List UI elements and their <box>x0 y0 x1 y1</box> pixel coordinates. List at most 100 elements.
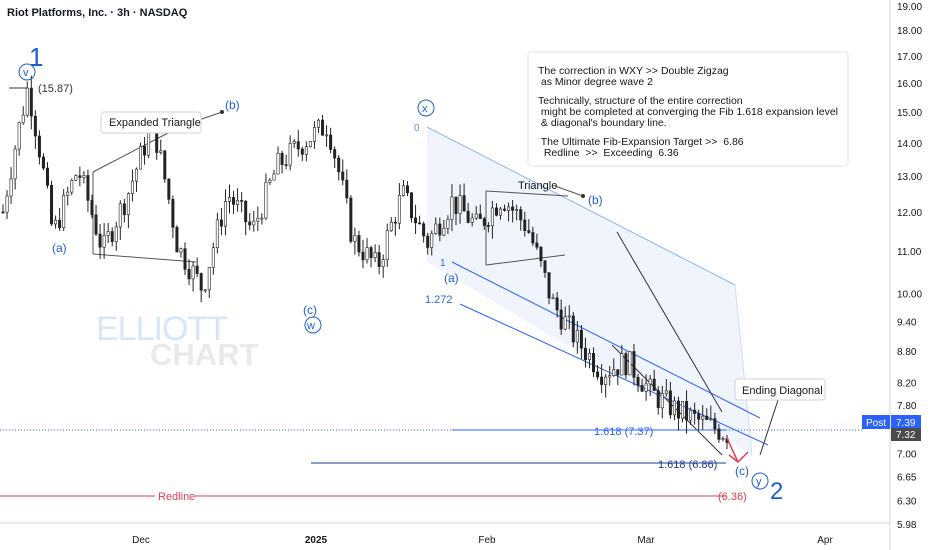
wave-y-circle <box>751 472 769 490</box>
candle-body <box>304 146 308 155</box>
price-axis-tick: 19.00 <box>897 2 922 13</box>
candle-body <box>697 413 701 420</box>
candle-body <box>260 217 264 220</box>
candle-body <box>555 297 559 311</box>
candle-body <box>21 114 25 123</box>
candle-body <box>163 150 167 180</box>
post-price-tag: 7.39 <box>896 418 916 429</box>
triangle-pointer <box>554 185 584 197</box>
redline-label: Redline <box>158 491 195 503</box>
time-axis-tick: Feb <box>478 535 496 546</box>
candle-body <box>401 185 405 196</box>
ending-diagonal-pointer <box>759 399 779 456</box>
price-axis-tick: 5.98 <box>897 520 917 531</box>
last-tag-bg <box>891 428 921 441</box>
time-axis-tick: Apr <box>817 535 833 546</box>
candle-body <box>672 400 676 416</box>
candle-body <box>300 148 304 155</box>
channel-right-line <box>734 284 753 456</box>
candle-body <box>656 390 660 409</box>
candle-body <box>519 209 523 221</box>
channel-upper-line <box>426 126 736 286</box>
candle-body <box>296 141 300 150</box>
price-axis-tick: 6.30 <box>897 497 917 508</box>
time-axis-tick: Mar <box>637 535 655 546</box>
candle-body <box>612 369 616 376</box>
wave-b1-label: (b) <box>225 98 240 112</box>
candle-body <box>640 385 644 392</box>
peak-price-label: (15.87) <box>38 83 73 95</box>
candle-body <box>430 233 434 248</box>
candle-body <box>652 378 656 391</box>
candle-body <box>288 142 292 166</box>
candle-body <box>62 194 66 229</box>
candle-body <box>664 390 668 394</box>
price-axis-tick: 13.00 <box>897 172 922 183</box>
time-axis-tick: Dec <box>132 535 150 546</box>
candle-body <box>498 208 502 216</box>
price-axis-tick: 18.00 <box>897 26 922 37</box>
fib-1618-686-label: 1.618 (6.86) <box>658 459 717 471</box>
expanded-triangle-line-2 <box>92 253 197 263</box>
candle-body <box>381 259 385 267</box>
candle-body <box>203 289 207 292</box>
candle-body <box>705 415 709 420</box>
candle-body <box>316 119 320 128</box>
price-candles <box>1 75 729 450</box>
triangle-text: Triangle <box>518 180 557 192</box>
price-axis-tick: 17.00 <box>897 52 922 63</box>
candle-body <box>45 167 49 186</box>
candle-body <box>272 173 276 181</box>
wave-v-label: v <box>23 67 29 79</box>
candle-body <box>551 297 555 300</box>
candle-body <box>575 329 579 343</box>
candle-body <box>74 175 78 181</box>
candle-body <box>264 181 268 219</box>
post-tag-label: Post <box>866 418 886 429</box>
channel-one-label: 1 <box>440 258 446 269</box>
candle-body <box>118 203 122 228</box>
candle-body <box>567 315 571 318</box>
wave-w-circle <box>304 316 322 334</box>
candle-body <box>668 390 672 416</box>
candle-body <box>66 191 70 196</box>
candle-body <box>410 192 414 219</box>
fib-636-label: (6.36) <box>718 491 747 503</box>
candle-body <box>608 375 612 378</box>
candle-body <box>628 351 632 376</box>
candle-body <box>292 141 296 144</box>
price-axis-tick: 15.00 <box>897 108 922 119</box>
price-axis-tick: 14.00 <box>897 139 922 150</box>
price-axis-tick: 9.40 <box>897 317 917 328</box>
candle-body <box>276 152 280 175</box>
note-line-7: Redline >> Exceeding 6.36 <box>538 147 679 159</box>
candle-body <box>689 409 693 421</box>
candle-body <box>147 130 151 156</box>
candle-body <box>308 141 312 148</box>
candle-body <box>5 195 9 213</box>
price-axis-tick: 8.20 <box>897 379 917 390</box>
candle-body <box>547 272 551 299</box>
candle-body <box>41 156 45 169</box>
candle-body <box>717 428 721 440</box>
candle-body <box>405 185 409 194</box>
candle-body <box>126 193 130 215</box>
candle-body <box>369 247 373 258</box>
candle-body <box>195 265 199 274</box>
candle-body <box>685 401 689 421</box>
candle-body <box>701 415 705 420</box>
candle-body <box>486 225 490 227</box>
wave-c1-label: (c) <box>303 303 317 317</box>
candle-body <box>482 218 486 226</box>
candle-body <box>454 196 458 214</box>
candle-body <box>86 175 90 201</box>
triangle-line-2 <box>485 254 566 266</box>
candle-body <box>183 248 187 270</box>
note-text: The correction in WXY >> Double Zigzag a… <box>538 65 838 159</box>
candle-body <box>219 219 223 227</box>
candle-body <box>256 217 260 222</box>
candle-body <box>94 214 98 235</box>
candle-body <box>494 207 498 216</box>
candle-body <box>636 376 640 386</box>
last-price-tag: 7.32 <box>896 430 916 441</box>
